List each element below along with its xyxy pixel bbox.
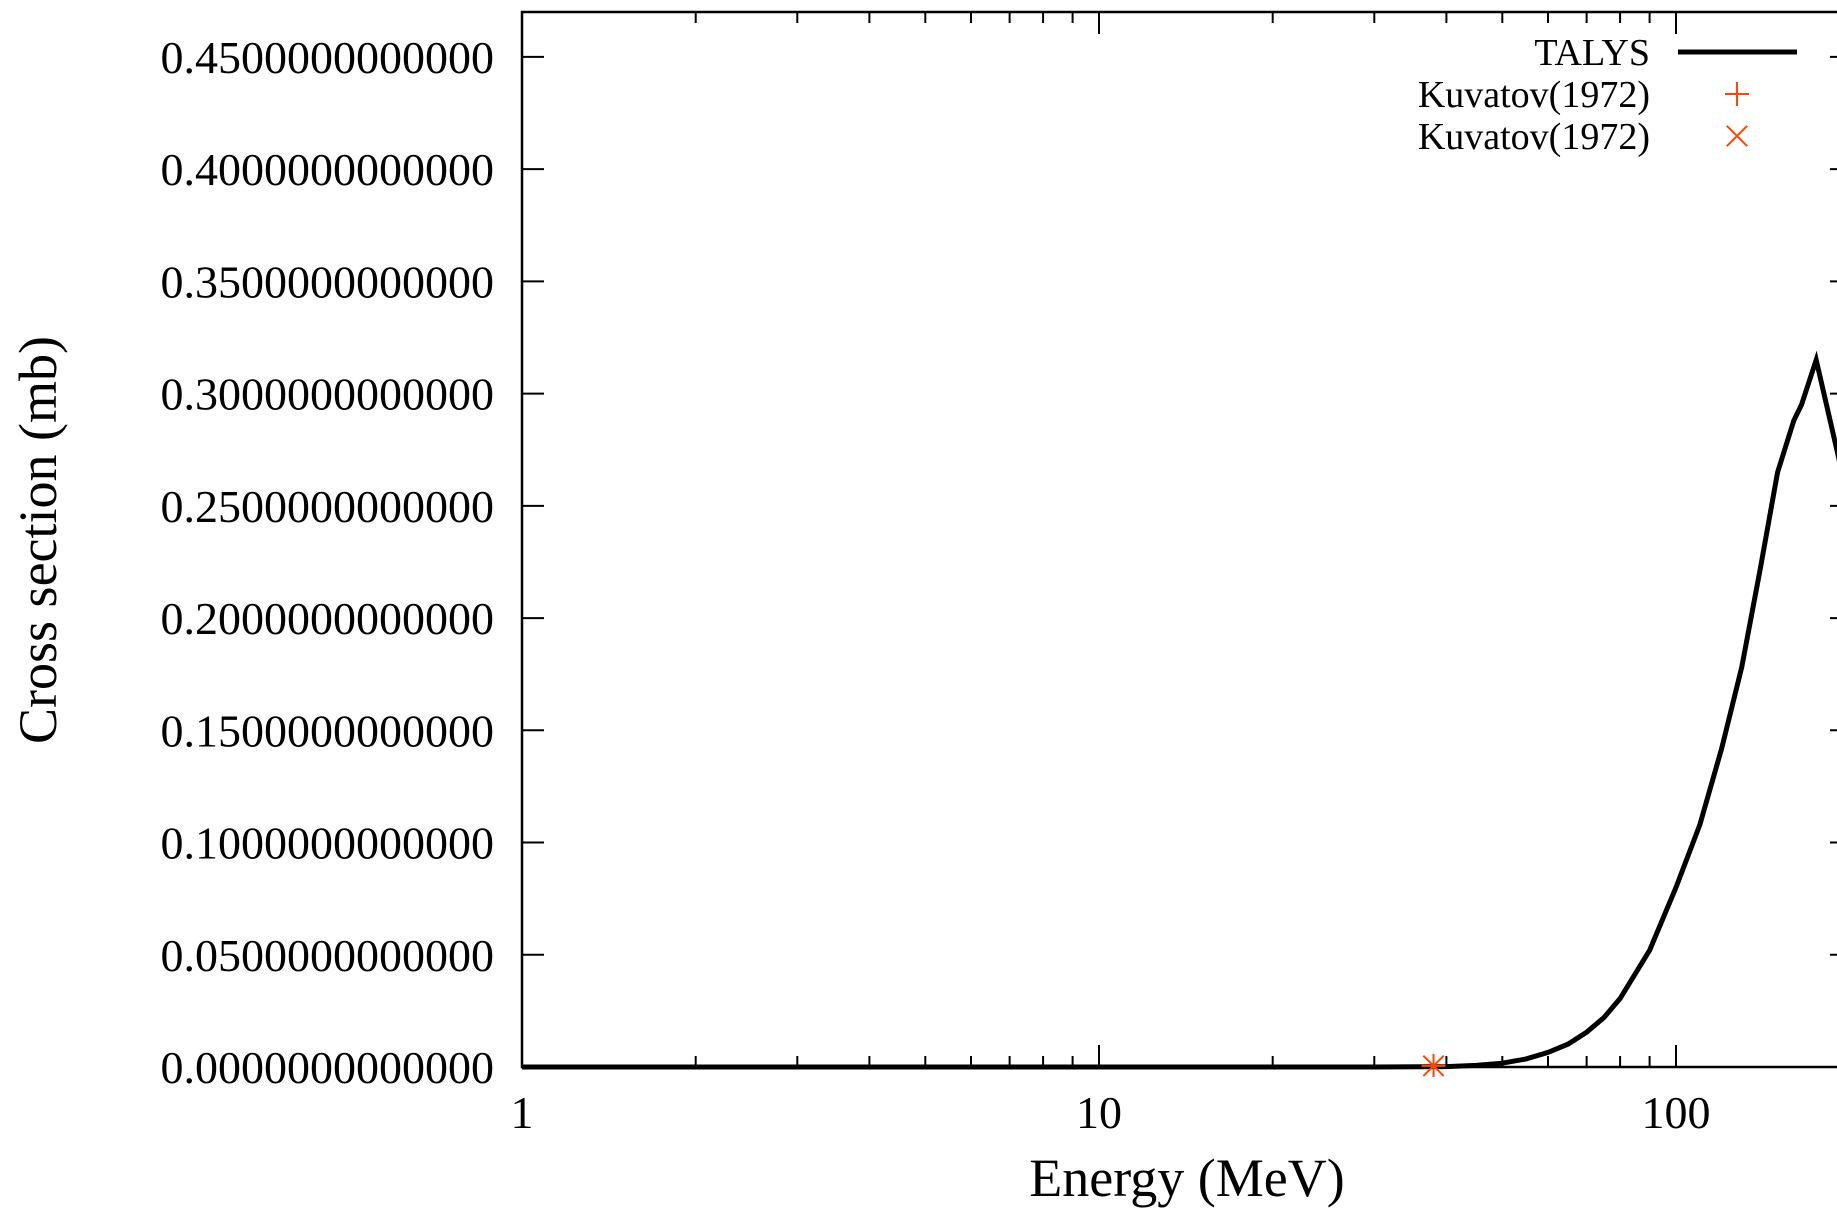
x-tick-label: 100 [1642,1087,1711,1138]
legend-swatch-plus [1725,82,1749,106]
x-tick-label: 10 [1076,1087,1122,1138]
y-tick-label: 0.3000000000000 [161,369,495,420]
y-tick-label: 0.1500000000000 [161,705,495,756]
legend-swatch-cross [1726,125,1748,147]
y-tick-label: 0.3500000000000 [161,256,495,307]
y-tick-label: 0.1000000000000 [161,818,495,869]
data-point-cross-2 [1422,1054,1445,1077]
x-axis-title: Energy (MeV) [1029,1148,1344,1208]
legend-swatch-cross-d2 [1726,125,1748,147]
y-tick-label: 0.0000000000000 [161,1042,495,1093]
series-line-talys [522,350,1837,1070]
legend-label-2: Kuvatov(1972) [1418,116,1650,158]
series-layer [522,350,1837,1077]
legend-label-0: TALYS [1534,32,1650,74]
y-tick-label: 0.4000000000000 [161,144,495,195]
plot-frame [520,10,1837,1069]
y-tick-label: 0.2500000000000 [161,481,495,532]
y-axis-ticks: 0.0000000000000 0.0500000000000 0.10000000… [161,32,1837,1093]
y-tick-label: 0.4500000000000 [161,32,495,83]
y-axis-title: Cross section (mb) [8,336,68,744]
y-tick-label: 0.2000000000000 [161,593,495,644]
data-point-cross-2-d2 [1422,1054,1445,1077]
x-axis-ticks: 1 10 100 [511,12,1711,1138]
legend-label-1: Kuvatov(1972) [1418,74,1650,116]
x-tick-label: 1 [511,1087,534,1138]
y-tick-label: 0.0500000000000 [161,930,495,981]
